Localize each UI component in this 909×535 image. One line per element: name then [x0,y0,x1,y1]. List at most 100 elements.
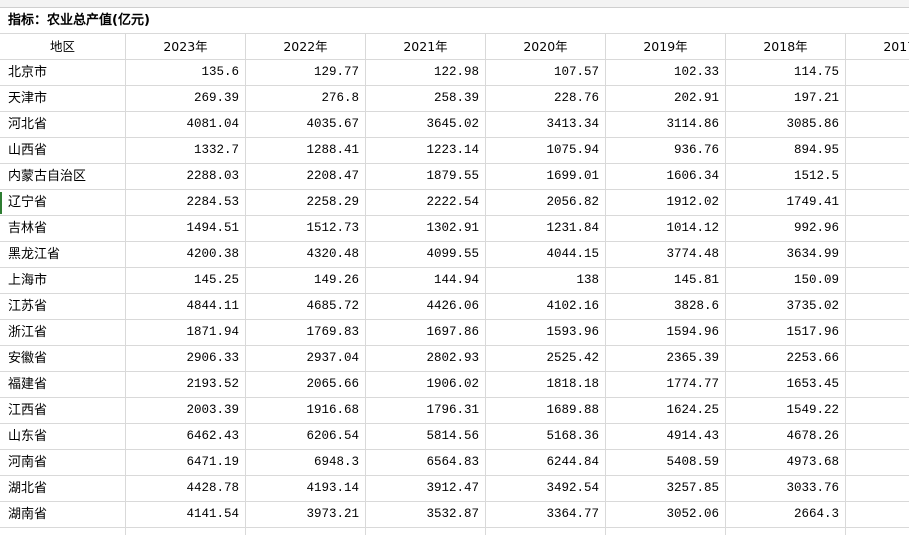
value-cell[interactable]: 4426.06 [366,294,486,320]
region-cell[interactable]: 辽宁省 [0,190,126,216]
value-cell[interactable]: 4044.15 [486,242,606,268]
value-cell[interactable] [846,476,909,502]
value-cell[interactable]: 1014.12 [606,216,726,242]
value-cell[interactable] [846,424,909,450]
value-cell[interactable]: 145.81 [606,268,726,294]
value-cell[interactable] [846,346,909,372]
value-cell[interactable]: 1606.34 [606,164,726,190]
value-cell[interactable]: 129.77 [246,60,366,86]
region-cell[interactable]: 内蒙古自治区 [0,164,126,190]
value-cell[interactable]: 1549.22 [726,398,846,424]
value-cell[interactable]: 1512.5 [726,164,846,190]
value-cell[interactable]: 122.98 [366,60,486,86]
header-cell[interactable]: 2022年 [246,34,366,60]
value-cell[interactable]: 3364.77 [486,502,606,528]
value-cell[interactable]: 1288.41 [246,138,366,164]
region-cell[interactable]: 北京市 [0,60,126,86]
value-cell[interactable]: 3634.99 [726,242,846,268]
value-cell[interactable]: 4099.55 [366,242,486,268]
region-cell[interactable] [0,528,126,535]
region-cell[interactable]: 吉林省 [0,216,126,242]
value-cell[interactable]: 1302.91 [366,216,486,242]
value-cell[interactable]: 145.25 [126,268,246,294]
value-cell[interactable]: 4081.04 [126,112,246,138]
value-cell[interactable]: 3257.85 [606,476,726,502]
value-cell[interactable]: 114.75 [726,60,846,86]
value-cell[interactable]: 4914.43 [606,424,726,450]
value-cell[interactable]: 276.8 [246,86,366,112]
value-cell[interactable]: 4320.48 [246,242,366,268]
sheet-title[interactable]: 指标：农业总产值(亿元) [0,8,909,34]
value-cell[interactable]: 2065.66 [246,372,366,398]
value-cell[interactable] [246,528,366,535]
value-cell[interactable]: 5408.59 [606,450,726,476]
value-cell[interactable]: 1749.41 [726,190,846,216]
value-cell[interactable]: 2802.93 [366,346,486,372]
value-cell[interactable]: 4844.11 [126,294,246,320]
value-cell[interactable] [846,164,909,190]
value-cell[interactable]: 1624.25 [606,398,726,424]
value-cell[interactable]: 3085.86 [726,112,846,138]
header-cell[interactable]: 2018年 [726,34,846,60]
value-cell[interactable]: 269.39 [126,86,246,112]
value-cell[interactable]: 2906.33 [126,346,246,372]
value-cell[interactable]: 1231.84 [486,216,606,242]
value-cell[interactable]: 1699.01 [486,164,606,190]
value-cell[interactable]: 1697.86 [366,320,486,346]
value-cell[interactable]: 228.76 [486,86,606,112]
header-cell[interactable]: 地区 [0,34,126,60]
value-cell[interactable] [846,528,909,535]
value-cell[interactable]: 2253.66 [726,346,846,372]
value-cell[interactable]: 5814.56 [366,424,486,450]
region-cell[interactable]: 安徽省 [0,346,126,372]
value-cell[interactable]: 6948.3 [246,450,366,476]
value-cell[interactable] [846,190,909,216]
value-cell[interactable] [726,528,846,535]
value-cell[interactable]: 6564.83 [366,450,486,476]
value-cell[interactable]: 4428.78 [126,476,246,502]
value-cell[interactable]: 3114.86 [606,112,726,138]
value-cell[interactable]: 197.21 [726,86,846,112]
value-cell[interactable]: 2258.29 [246,190,366,216]
value-cell[interactable] [846,450,909,476]
value-cell[interactable]: 3052.06 [606,502,726,528]
value-cell[interactable]: 102.33 [606,60,726,86]
value-cell[interactable]: 1774.77 [606,372,726,398]
value-cell[interactable]: 936.76 [606,138,726,164]
value-cell[interactable]: 5168.36 [486,424,606,450]
region-cell[interactable]: 山东省 [0,424,126,450]
header-cell[interactable]: 2019年 [606,34,726,60]
value-cell[interactable]: 6462.43 [126,424,246,450]
value-cell[interactable]: 2222.54 [366,190,486,216]
value-cell[interactable] [846,372,909,398]
value-cell[interactable]: 1223.14 [366,138,486,164]
value-cell[interactable]: 4193.14 [246,476,366,502]
value-cell[interactable] [126,528,246,535]
value-cell[interactable]: 1594.96 [606,320,726,346]
value-cell[interactable]: 202.91 [606,86,726,112]
value-cell[interactable] [846,294,909,320]
value-cell[interactable]: 135.6 [126,60,246,86]
value-cell[interactable] [846,502,909,528]
value-cell[interactable] [846,398,909,424]
value-cell[interactable]: 3828.6 [606,294,726,320]
value-cell[interactable] [366,528,486,535]
value-cell[interactable] [846,216,909,242]
value-cell[interactable]: 3735.02 [726,294,846,320]
value-cell[interactable]: 2208.47 [246,164,366,190]
value-cell[interactable]: 149.26 [246,268,366,294]
header-cell[interactable]: 2021年 [366,34,486,60]
value-cell[interactable]: 4035.67 [246,112,366,138]
value-cell[interactable]: 1593.96 [486,320,606,346]
value-cell[interactable]: 1332.7 [126,138,246,164]
value-cell[interactable]: 4200.38 [126,242,246,268]
value-cell[interactable]: 107.57 [486,60,606,86]
value-cell[interactable]: 894.95 [726,138,846,164]
value-cell[interactable]: 3413.34 [486,112,606,138]
value-cell[interactable]: 6206.54 [246,424,366,450]
value-cell[interactable]: 2288.03 [126,164,246,190]
value-cell[interactable]: 2284.53 [126,190,246,216]
value-cell[interactable]: 4141.54 [126,502,246,528]
value-cell[interactable]: 144.94 [366,268,486,294]
value-cell[interactable]: 1689.88 [486,398,606,424]
